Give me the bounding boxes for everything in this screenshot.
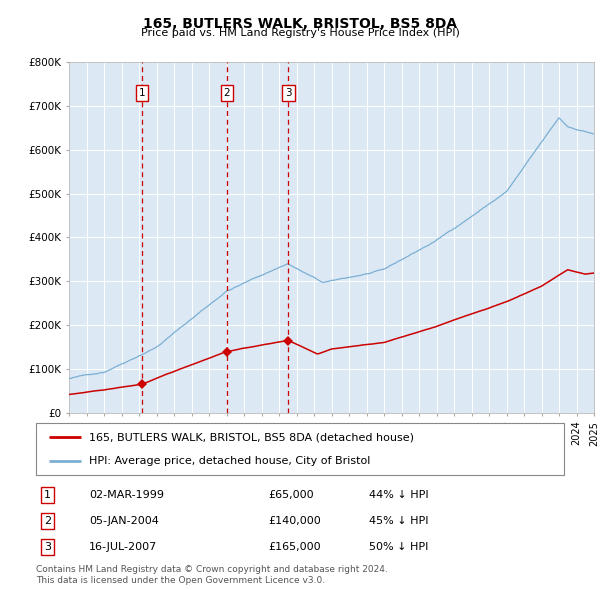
Text: 2: 2	[44, 516, 51, 526]
Text: £165,000: £165,000	[268, 542, 321, 552]
Text: 16-JUL-2007: 16-JUL-2007	[89, 542, 157, 552]
Text: 44% ↓ HPI: 44% ↓ HPI	[368, 490, 428, 500]
Text: 3: 3	[285, 88, 292, 98]
Text: £140,000: £140,000	[268, 516, 321, 526]
Text: 3: 3	[44, 542, 51, 552]
Text: HPI: Average price, detached house, City of Bristol: HPI: Average price, detached house, City…	[89, 456, 370, 466]
Text: £65,000: £65,000	[268, 490, 314, 500]
FancyBboxPatch shape	[36, 423, 564, 475]
Text: 165, BUTLERS WALK, BRISTOL, BS5 8DA (detached house): 165, BUTLERS WALK, BRISTOL, BS5 8DA (det…	[89, 432, 414, 442]
Text: Contains HM Land Registry data © Crown copyright and database right 2024.
This d: Contains HM Land Registry data © Crown c…	[36, 565, 388, 585]
Text: 165, BUTLERS WALK, BRISTOL, BS5 8DA: 165, BUTLERS WALK, BRISTOL, BS5 8DA	[143, 17, 457, 31]
Text: 05-JAN-2004: 05-JAN-2004	[89, 516, 158, 526]
Text: 02-MAR-1999: 02-MAR-1999	[89, 490, 164, 500]
Text: 1: 1	[44, 490, 51, 500]
Text: Price paid vs. HM Land Registry's House Price Index (HPI): Price paid vs. HM Land Registry's House …	[140, 28, 460, 38]
Text: 45% ↓ HPI: 45% ↓ HPI	[368, 516, 428, 526]
Text: 1: 1	[139, 88, 145, 98]
Text: 50% ↓ HPI: 50% ↓ HPI	[368, 542, 428, 552]
Text: 2: 2	[224, 88, 230, 98]
